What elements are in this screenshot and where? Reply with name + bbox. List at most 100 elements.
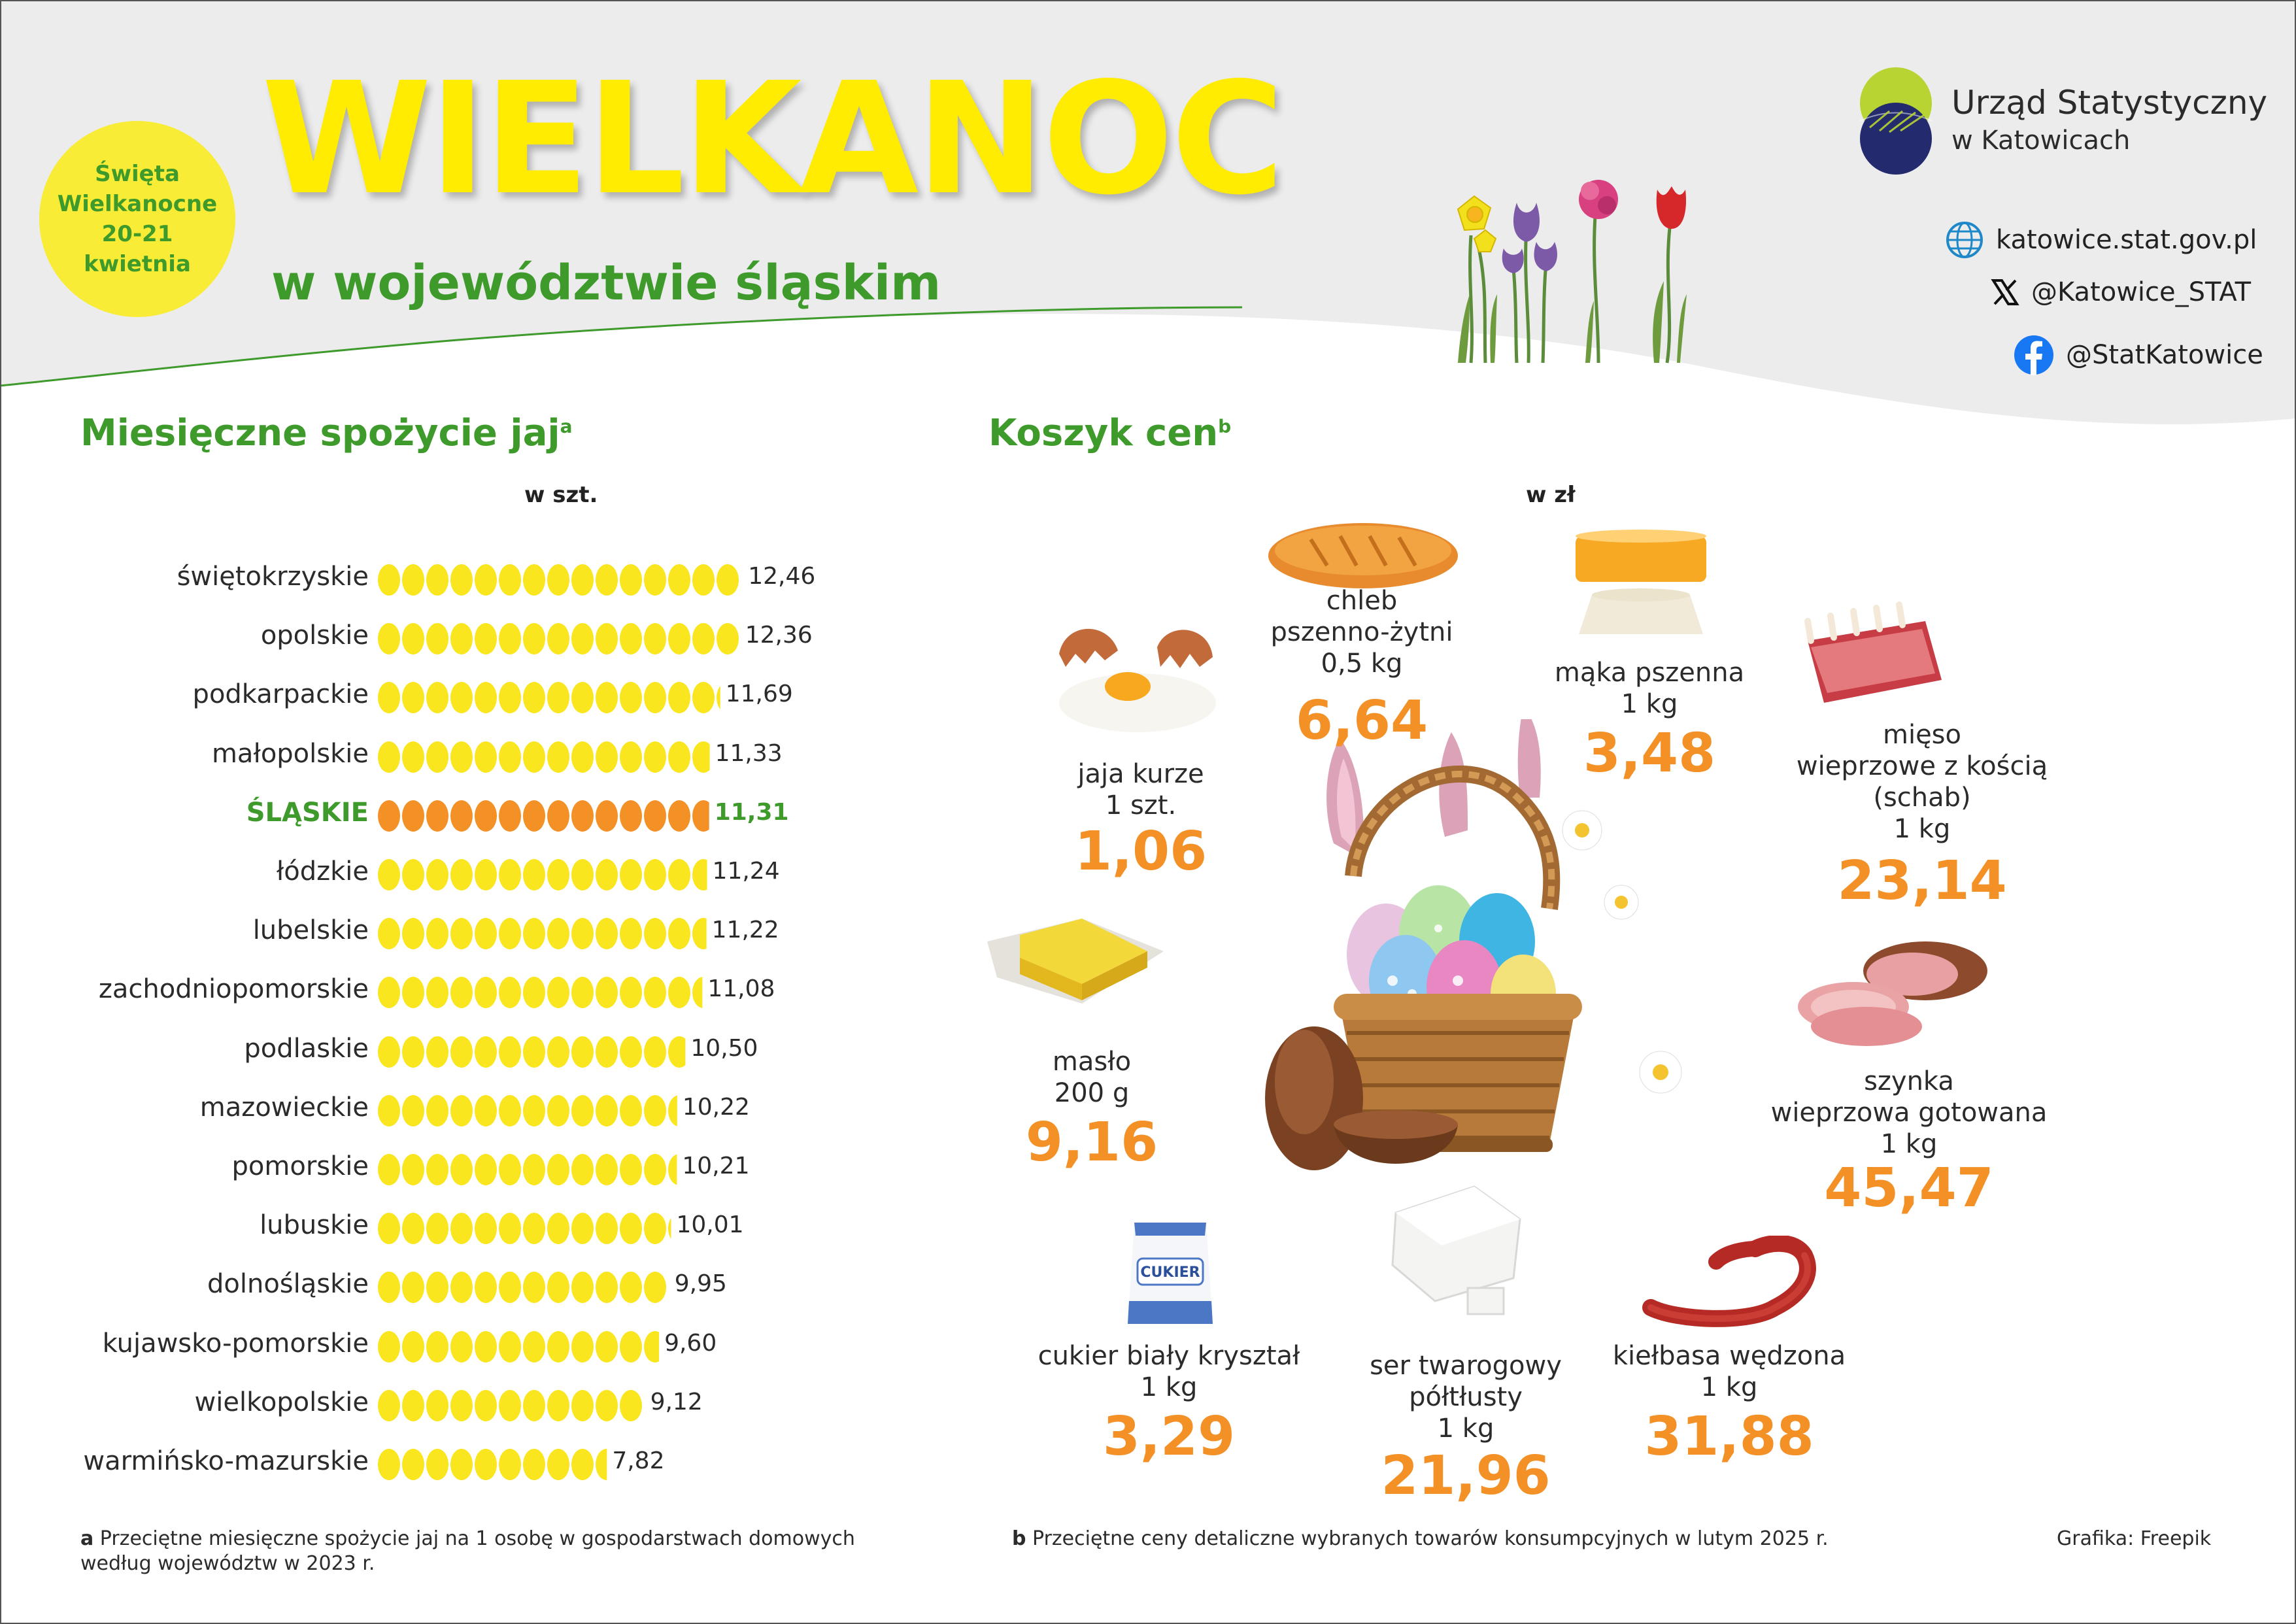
- egg-mark: [475, 859, 497, 890]
- egg-mark: [499, 1389, 521, 1421]
- egg-mark: [378, 918, 400, 950]
- egg-mark: [644, 564, 666, 596]
- egg-mark: [523, 1154, 545, 1185]
- egg-mark: [523, 1213, 545, 1245]
- egg-mark: [523, 859, 545, 890]
- product-price: 1,06: [1074, 820, 1207, 883]
- egg-mark: [692, 682, 715, 714]
- egg-mark: [378, 564, 400, 596]
- badge-line-3: 20-21: [101, 221, 173, 247]
- egg-mark: [596, 564, 618, 596]
- badge-line-1: Święta: [95, 161, 180, 187]
- product-label-line: wieprzowe z kością: [1796, 751, 2048, 781]
- egg-mark: [547, 1449, 569, 1480]
- egg-mark: [450, 1094, 473, 1126]
- eggs-section-title-text: Miesięczne spożycie jaj: [80, 412, 560, 454]
- region-value: 9,12: [650, 1388, 703, 1415]
- website-link[interactable]: katowice.stat.gov.pl: [1945, 220, 2257, 260]
- egg-mark: [596, 623, 618, 655]
- product-label-line: 200 g: [1054, 1078, 1130, 1108]
- product-label-line: masło: [1052, 1047, 1132, 1077]
- egg-mark: [499, 682, 521, 714]
- egg-mark: [378, 1213, 400, 1245]
- region-value: 11,22: [711, 917, 779, 944]
- egg-mark: [547, 918, 569, 950]
- egg-mark: [620, 623, 642, 655]
- product-label: jaja kurze 1 szt.: [1077, 758, 1204, 821]
- egg-mark: [547, 1094, 569, 1126]
- egg-mark: [426, 623, 448, 655]
- egg-mark: [426, 1154, 448, 1185]
- cottage-cheese-illustration: [1391, 1185, 1521, 1315]
- egg-mark: [596, 1272, 618, 1304]
- region-value: 9,95: [674, 1270, 727, 1298]
- region-value: 7,82: [612, 1447, 665, 1474]
- egg-mark: [596, 741, 618, 773]
- product-label: kiełbasa wędzona 1 kg: [1613, 1340, 1846, 1403]
- egg-mark: [426, 1272, 448, 1304]
- egg-mark-partial: [692, 977, 703, 1009]
- footnote-a: a Przeciętne miesięczne spożycie jaj na …: [80, 1527, 855, 1576]
- region-label: lubelskie: [252, 915, 369, 946]
- egg-mark: [523, 1272, 545, 1304]
- egg-mark: [499, 1094, 521, 1126]
- egg-mark: [426, 1330, 448, 1362]
- egg-mark: [499, 564, 521, 596]
- egg-bar: [378, 623, 739, 655]
- egg-mark: [717, 564, 739, 596]
- product-price: 23,14: [1837, 850, 2007, 912]
- egg-mark: [620, 918, 642, 950]
- footnote-b: b Przeciętne ceny detaliczne wybranych t…: [1012, 1527, 1829, 1551]
- egg-mark: [475, 1213, 497, 1245]
- egg-mark: [571, 1036, 594, 1068]
- facebook-icon: [2014, 335, 2053, 375]
- egg-mark: [547, 623, 569, 655]
- egg-mark: [450, 1389, 473, 1421]
- egg-mark: [620, 682, 642, 714]
- egg-mark-partial: [692, 741, 710, 773]
- egg-mark: [547, 800, 569, 832]
- egg-mark: [450, 1213, 473, 1245]
- egg-mark: [668, 977, 690, 1009]
- spring-flowers-illustration: [1457, 180, 1687, 364]
- region-label: kujawsko-pomorskie: [102, 1328, 369, 1359]
- egg-mark: [523, 682, 545, 714]
- egg-mark: [426, 1036, 448, 1068]
- region-label: lubuskie: [260, 1210, 369, 1241]
- egg-mark: [499, 1213, 521, 1245]
- egg-mark: [475, 1449, 497, 1480]
- egg-mark: [644, 1213, 666, 1245]
- egg-mark-partial: [644, 1330, 660, 1362]
- egg-mark: [426, 918, 448, 950]
- egg-mark: [644, 918, 666, 950]
- eggs-section-footnote-marker: a: [560, 415, 573, 437]
- egg-mark: [475, 977, 497, 1009]
- egg-mark: [499, 1330, 521, 1362]
- egg-mark: [596, 1213, 618, 1245]
- footnote-b-marker: b: [1012, 1527, 1026, 1550]
- egg-mark: [450, 1449, 473, 1480]
- x-link[interactable]: @Katowice_STAT: [1991, 277, 2251, 307]
- x-handle-text: @Katowice_STAT: [2031, 277, 2252, 307]
- egg-mark: [378, 623, 400, 655]
- egg-mark: [620, 564, 642, 596]
- egg-mark: [620, 741, 642, 773]
- egg-mark-partial: [596, 1449, 607, 1480]
- product-label-line: 1 kg: [1700, 1372, 1758, 1402]
- facebook-link[interactable]: @StatKatowice: [2014, 335, 2263, 375]
- egg-mark: [402, 1036, 424, 1068]
- product-label: szynka wieprzowa gotowana 1 kg: [1771, 1066, 2048, 1160]
- egg-mark: [475, 564, 497, 596]
- egg-mark: [692, 564, 715, 596]
- product-price: 3,48: [1583, 722, 1716, 785]
- egg-mark: [644, 1094, 666, 1126]
- egg-mark: [402, 918, 424, 950]
- egg-bar: [378, 859, 707, 890]
- egg-mark: [547, 564, 569, 596]
- egg-mark: [475, 623, 497, 655]
- egg-mark: [378, 1154, 400, 1185]
- region-label: łódzkie: [276, 856, 369, 887]
- region-value: 11,08: [707, 975, 775, 1003]
- region-value: 10,22: [682, 1093, 750, 1121]
- egg-mark: [644, 1036, 666, 1068]
